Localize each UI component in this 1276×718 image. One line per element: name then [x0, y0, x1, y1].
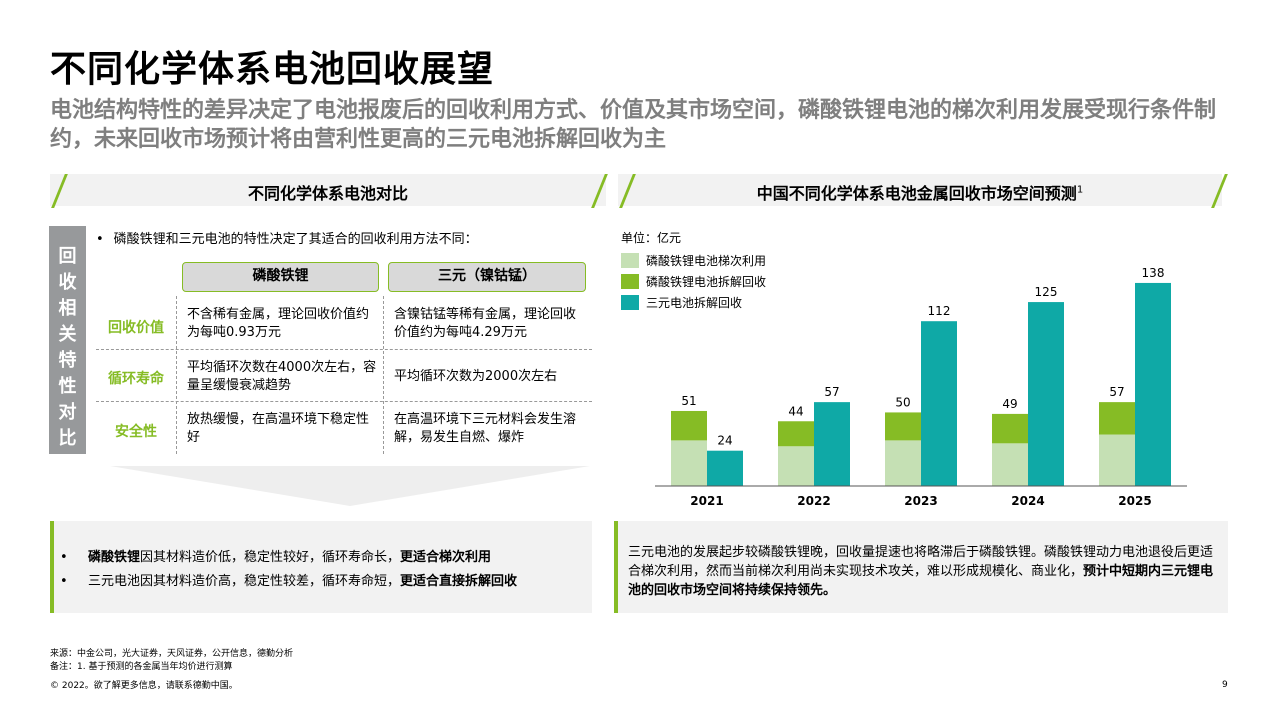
bar-lfp-0-2021	[671, 440, 707, 486]
bar-ncm-0-2023	[921, 321, 957, 486]
x-tick-label-2022: 2022	[797, 494, 830, 508]
right-section-header: 中国不同化学体系电池金属回收市场空间预测1	[618, 174, 1228, 208]
cell-lfp-recovery-value: 不含稀有金属，理论回收价值约为每吨0.93万元	[187, 307, 370, 340]
page-subtitle: 电池结构特性的差异决定了电池报废后的回收利用方式、价值及其市场空间，磷酸铁锂电池…	[50, 98, 1217, 152]
legend-swatch	[621, 295, 639, 310]
cell-lfp-cycle-life: 平均循环次数在4000次左右，容量呈缓慢衰减趋势	[187, 360, 377, 393]
bar-lfp-0-2025	[1099, 434, 1135, 486]
left-conclusion-list: • 磷酸铁锂因其材料造价低，稳定性较好，循环寿命长，更适合梯次利用 • 三元电池因其…	[60, 546, 517, 594]
x-tick-label-2023: 2023	[904, 494, 937, 508]
conclusion-item-lfp: • 磷酸铁锂因其材料造价低，稳定性较好，循环寿命长，更适合梯次利用	[60, 550, 492, 565]
column-header-lfp: 磷酸铁锂	[182, 262, 379, 292]
left-conclusion-box	[50, 521, 592, 613]
bar-lfp-0-2023	[885, 440, 921, 486]
data-label-ncm-2022: 57	[824, 385, 839, 399]
legend-swatch	[621, 253, 639, 268]
data-label-ncm-2023: 112	[928, 304, 951, 318]
chart-legend: 磷酸铁锂电池梯次利用 磷酸铁锂电池拆解回收 三元电池拆解回收	[621, 250, 766, 313]
data-label-ncm-2021: 24	[717, 434, 732, 448]
down-arrow-shape	[110, 466, 590, 506]
bar-ncm-0-2022	[814, 402, 850, 486]
conclusion-item-ncm: • 三元电池因其材料造价高，稳定性较差，循环寿命短，更适合直接拆解回收	[60, 574, 518, 589]
data-label-lfp-2022: 44	[788, 404, 803, 418]
x-tick-label-2025: 2025	[1118, 494, 1151, 508]
legend-item-ncm-recycle: 三元电池拆解回收	[621, 292, 766, 313]
x-tick-label-2021: 2021	[690, 494, 723, 508]
bar-lfp-1-2021	[671, 410, 707, 441]
left-section-header: 不同化学体系电池对比	[50, 174, 608, 208]
bar-lfp-1-2023	[885, 412, 921, 441]
data-label-lfp-2023: 50	[895, 395, 910, 409]
cell-lfp-safety: 放热缓慢，在高温环境下稳定性好	[187, 412, 370, 445]
footer-note: 备注：1. 基于预测的各金属当年均价进行测算	[50, 662, 233, 672]
data-label-lfp-2025: 57	[1109, 385, 1124, 399]
comparison-intro: • 磷酸铁锂和三元电池的特性决定了其适合的回收利用方法不同：	[96, 232, 478, 247]
bar-ncm-0-2021	[707, 450, 743, 486]
column-header-ncm: 三元（镍钴锰）	[388, 262, 586, 292]
bar-ncm-0-2024	[1028, 302, 1064, 486]
bar-lfp-1-2025	[1099, 402, 1135, 435]
row-label-cycle-life: 循环寿命	[108, 371, 164, 387]
legend-item-lfp-recycle: 磷酸铁锂电池拆解回收	[621, 271, 766, 292]
vertical-category-label: 回 收 相 关 特 性 对 比	[49, 226, 86, 454]
chart-unit-label: 单位：亿元	[621, 231, 682, 245]
cell-ncm-cycle-life: 平均循环次数为2000次左右	[394, 369, 558, 384]
bar-lfp-1-2022	[778, 421, 814, 447]
bar-lfp-0-2022	[778, 446, 814, 486]
right-header-text: 中国不同化学体系电池金属回收市场空间预测1	[756, 184, 1084, 203]
row-label-safety: 安全性	[115, 424, 157, 440]
cell-ncm-safety: 在高温环境下三元材料会发生溶解，易发生自燃、爆炸	[394, 412, 577, 445]
data-label-lfp-2021: 51	[681, 394, 696, 408]
legend-swatch	[621, 274, 639, 289]
column-divider	[383, 296, 384, 454]
bar-lfp-0-2024	[992, 443, 1028, 486]
cell-ncm-recovery-value: 含镍钴锰等稀有金属，理论回收价值约为每吨4.29万元	[394, 307, 577, 340]
bar-lfp-1-2024	[992, 413, 1028, 444]
footer-copyright: © 2022。欲了解更多信息，请联系德勤中国。	[50, 681, 238, 691]
data-label-ncm-2025: 138	[1142, 266, 1165, 280]
row-separator	[96, 349, 592, 350]
row-separator	[96, 401, 592, 402]
legend-item-lfp-reuse: 磷酸铁锂电池梯次利用	[621, 250, 766, 271]
x-tick-label-2024: 2024	[1011, 494, 1044, 508]
data-label-ncm-2024: 125	[1035, 285, 1058, 299]
bar-ncm-0-2025	[1135, 282, 1171, 486]
row-label-recovery-value: 回收价值	[108, 320, 164, 336]
column-divider	[176, 296, 177, 454]
page-title: 不同化学体系电池回收展望	[50, 49, 495, 90]
recovery-market-chart: 51 24 2021 44 57 2022 50 112 2023 49 125 2024 57 138 2…	[655, 266, 1187, 508]
left-header-text: 不同化学体系电池对比	[247, 184, 408, 203]
data-label-lfp-2024: 49	[1002, 397, 1017, 411]
footnote-marker: 1	[1076, 184, 1084, 196]
right-conclusion-text: 三元电池的发展起步较磷酸铁锂晚，回收量提速也将略滞后于磷酸铁锂。磷酸铁锂动力电池…	[628, 545, 1214, 598]
footer-source: 来源：中金公司，光大证券，天风证券，公开信息，德勤分析	[50, 649, 294, 659]
page-number: 9	[1222, 680, 1228, 690]
right-conclusion-box	[614, 521, 1228, 613]
